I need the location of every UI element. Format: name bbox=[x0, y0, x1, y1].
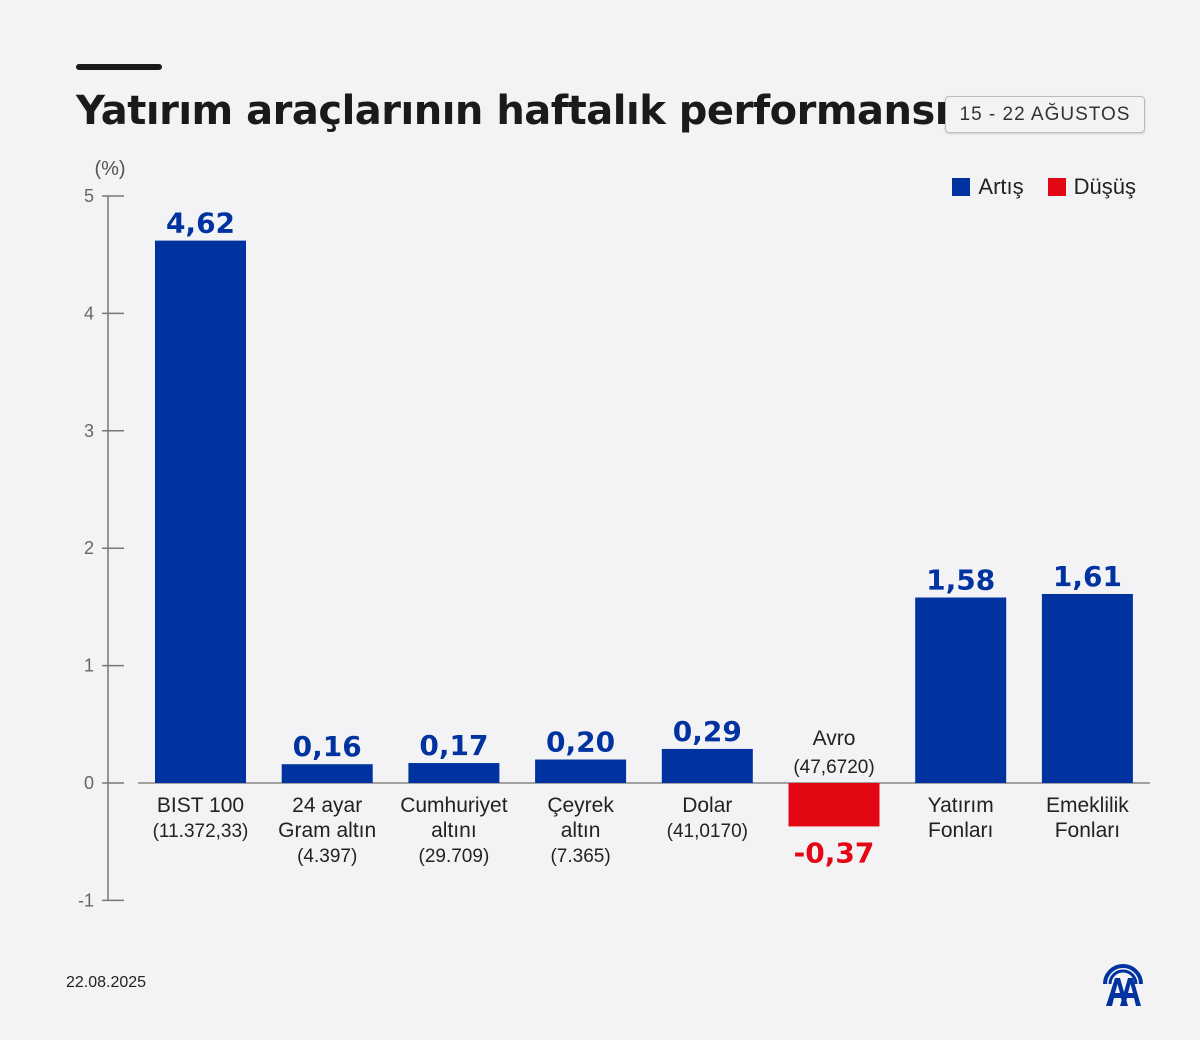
legend-label: Düşüş bbox=[1073, 174, 1136, 199]
data-label: 1,58 bbox=[926, 564, 995, 597]
bar bbox=[155, 240, 246, 783]
y-tick-label: 0 bbox=[84, 773, 94, 793]
bar bbox=[281, 764, 373, 783]
category-label: Fonları bbox=[928, 819, 993, 842]
legend-label: Artış bbox=[978, 174, 1024, 199]
y-tick-label: 2 bbox=[84, 538, 94, 558]
y-axis-label: (%) bbox=[94, 158, 125, 180]
y-tick-label: 4 bbox=[84, 303, 94, 323]
legend-swatch-increase bbox=[952, 178, 971, 196]
category-label: (7.365) bbox=[550, 846, 610, 867]
data-label: 0,17 bbox=[419, 729, 488, 762]
bar bbox=[915, 597, 1007, 783]
category-label: BIST 100 bbox=[157, 794, 244, 817]
category-label: (47,6720) bbox=[793, 757, 874, 778]
aa-logo-icon bbox=[1103, 964, 1143, 1006]
data-label: 4,62 bbox=[166, 207, 235, 240]
category-label: (11.372,33) bbox=[153, 821, 249, 842]
y-tick-label: 5 bbox=[84, 186, 94, 206]
data-label: 0,20 bbox=[546, 726, 615, 759]
publish-date: 22.08.2025 bbox=[66, 974, 147, 991]
category-label: (4.397) bbox=[297, 846, 357, 867]
y-tick-label: -1 bbox=[78, 890, 94, 910]
y-tick-label: 3 bbox=[84, 421, 94, 441]
category-label: Yatırım bbox=[928, 794, 994, 817]
category-label: Avro bbox=[813, 727, 856, 750]
chart-title: Yatırım araçlarının haftalık performansı bbox=[76, 88, 949, 134]
category-label: Fonları bbox=[1055, 819, 1120, 842]
data-label: 0,16 bbox=[293, 730, 362, 763]
bar bbox=[788, 783, 880, 827]
bar bbox=[535, 759, 627, 783]
data-label: 1,61 bbox=[1053, 560, 1122, 593]
data-label: 0,29 bbox=[673, 715, 742, 748]
y-tick-label: 1 bbox=[84, 656, 94, 676]
legend: Artış Düşüş bbox=[952, 174, 1136, 200]
bar bbox=[1041, 593, 1133, 783]
category-label: altın bbox=[561, 819, 601, 842]
bar bbox=[408, 763, 500, 783]
category-label: Emeklilik bbox=[1046, 794, 1129, 817]
category-label: (29.709) bbox=[419, 846, 490, 867]
category-label: altını bbox=[431, 819, 477, 842]
category-label: Çeyrek bbox=[547, 794, 614, 817]
bar bbox=[661, 748, 753, 783]
legend-item-decrease: Düşüş bbox=[1047, 174, 1136, 200]
legend-item-increase: Artış bbox=[952, 174, 1024, 200]
category-label: Dolar bbox=[682, 794, 732, 817]
title-accent-bar bbox=[76, 64, 162, 70]
data-label: -0,37 bbox=[794, 836, 875, 869]
category-label: 24 ayar bbox=[292, 794, 362, 817]
category-label: Cumhuriyet bbox=[400, 794, 508, 817]
date-range-badge: 15 - 22 AĞUSTOS bbox=[945, 96, 1145, 133]
legend-swatch-decrease bbox=[1047, 178, 1066, 196]
category-label: Gram altın bbox=[278, 819, 376, 842]
category-label: (41,0170) bbox=[667, 821, 748, 842]
